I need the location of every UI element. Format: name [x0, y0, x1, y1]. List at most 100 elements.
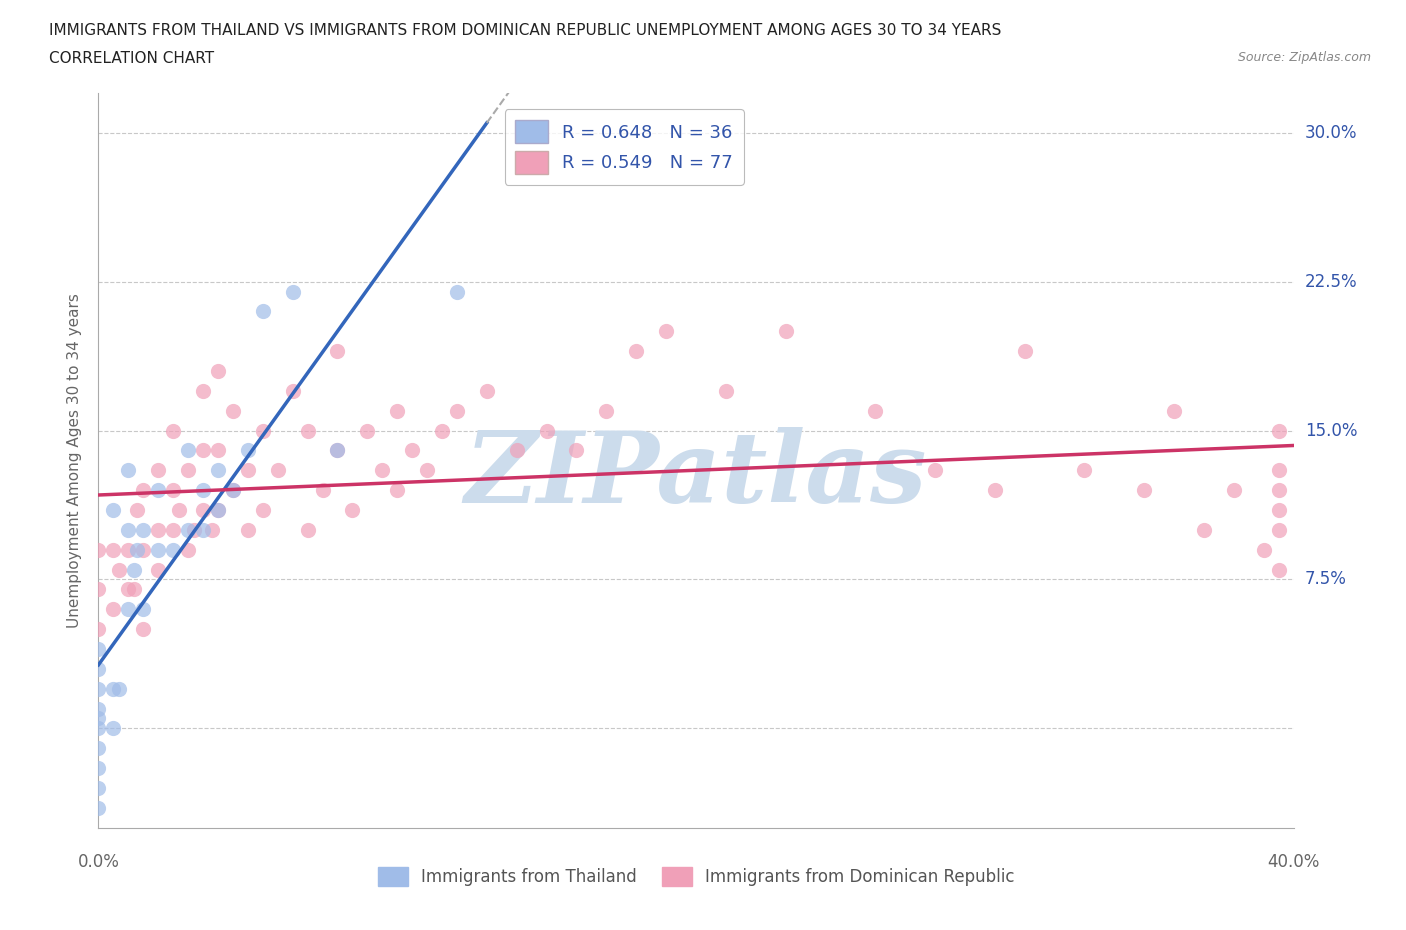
Point: [1267, 502, 1289, 517]
Point: [191, 443, 214, 458]
Point: [1267, 523, 1289, 538]
Point: [117, 602, 139, 617]
Point: [183, 523, 205, 538]
Point: [132, 621, 155, 636]
Point: [148, 562, 170, 577]
Point: [162, 483, 184, 498]
Point: [103, 602, 125, 617]
Point: [148, 523, 170, 538]
Point: [108, 682, 131, 697]
Point: [385, 404, 409, 418]
Text: IMMIGRANTS FROM THAILAND VS IMMIGRANTS FROM DOMINICAN REPUBLIC UNEMPLOYMENT AMON: IMMIGRANTS FROM THAILAND VS IMMIGRANTS F…: [49, 23, 1001, 38]
Point: [191, 523, 214, 538]
Point: [236, 523, 259, 538]
Point: [148, 463, 170, 478]
Point: [167, 502, 190, 517]
Point: [475, 383, 498, 398]
Point: [714, 383, 737, 398]
Point: [1253, 542, 1275, 557]
Point: [655, 324, 678, 339]
Point: [191, 383, 214, 398]
Point: [1267, 423, 1289, 438]
Point: [127, 542, 149, 557]
Point: [1133, 483, 1156, 498]
Point: [252, 502, 274, 517]
Point: [297, 523, 319, 538]
Point: [162, 523, 184, 538]
Point: [132, 542, 155, 557]
Point: [191, 483, 214, 498]
Text: ZIPatlas: ZIPatlas: [465, 427, 927, 524]
Point: [775, 324, 797, 339]
Point: [252, 304, 274, 319]
Point: [87, 711, 110, 726]
Point: [311, 483, 333, 498]
Point: [132, 602, 155, 617]
Point: [1267, 463, 1289, 478]
Point: [222, 483, 245, 498]
Point: [132, 523, 155, 538]
Point: [87, 701, 110, 716]
Point: [207, 463, 229, 478]
Point: [108, 562, 131, 577]
Point: [117, 523, 139, 538]
Text: 0.0%: 0.0%: [77, 853, 120, 870]
Point: [281, 383, 304, 398]
Point: [281, 285, 304, 299]
Y-axis label: Unemployment Among Ages 30 to 34 years: Unemployment Among Ages 30 to 34 years: [67, 293, 83, 628]
Point: [162, 542, 184, 557]
Point: [127, 502, 149, 517]
Point: [117, 582, 139, 597]
Point: [87, 761, 110, 776]
Point: [124, 562, 146, 577]
Point: [626, 344, 648, 359]
Point: [124, 582, 146, 597]
Point: [201, 523, 224, 538]
Point: [162, 423, 184, 438]
Point: [87, 582, 110, 597]
Point: [207, 364, 229, 379]
Point: [1267, 483, 1289, 498]
Text: 40.0%: 40.0%: [1267, 853, 1320, 870]
Point: [87, 621, 110, 636]
Point: [416, 463, 439, 478]
Point: [326, 443, 349, 458]
Point: [117, 542, 139, 557]
Point: [595, 404, 617, 418]
Point: [103, 502, 125, 517]
Point: [236, 463, 259, 478]
Point: [1073, 463, 1095, 478]
Point: [148, 483, 170, 498]
Point: [132, 483, 155, 498]
Point: [1014, 344, 1036, 359]
Point: [401, 443, 423, 458]
Point: [1223, 483, 1246, 498]
Text: 7.5%: 7.5%: [1305, 570, 1347, 589]
Point: [565, 443, 588, 458]
Point: [87, 682, 110, 697]
Point: [87, 721, 110, 736]
Point: [1192, 523, 1215, 538]
Point: [87, 741, 110, 756]
Text: 30.0%: 30.0%: [1305, 124, 1357, 141]
Point: [297, 423, 319, 438]
Point: [177, 463, 200, 478]
Text: Source: ZipAtlas.com: Source: ZipAtlas.com: [1237, 51, 1371, 64]
Point: [267, 463, 290, 478]
Text: 22.5%: 22.5%: [1305, 272, 1357, 291]
Point: [87, 661, 110, 676]
Text: CORRELATION CHART: CORRELATION CHART: [49, 51, 214, 66]
Point: [865, 404, 887, 418]
Point: [356, 423, 378, 438]
Point: [1163, 404, 1185, 418]
Point: [984, 483, 1007, 498]
Point: [103, 542, 125, 557]
Point: [252, 423, 274, 438]
Point: [191, 502, 214, 517]
Point: [326, 443, 349, 458]
Point: [222, 404, 245, 418]
Point: [87, 780, 110, 795]
Text: 15.0%: 15.0%: [1305, 421, 1357, 440]
Point: [1267, 562, 1289, 577]
Point: [446, 285, 468, 299]
